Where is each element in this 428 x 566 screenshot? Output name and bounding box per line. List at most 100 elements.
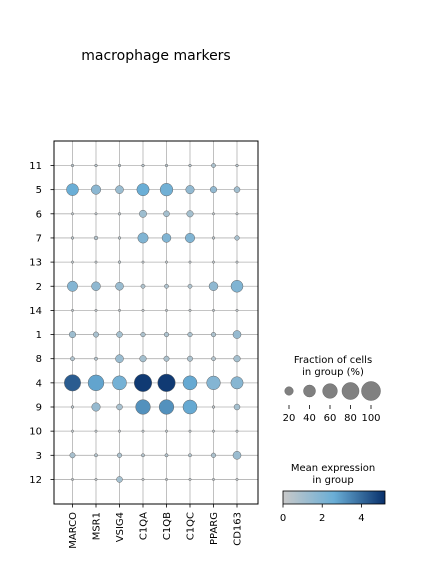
size-legend-label: 80 [344, 413, 357, 424]
dot-1-PPARG [210, 331, 217, 338]
dot-3-VSIG4 [116, 452, 123, 458]
dot-7-C1QB [161, 233, 172, 243]
dot-12-C1QB [165, 478, 168, 481]
dot-14-C1QB [165, 308, 168, 312]
dot-6-VSIG4 [117, 212, 122, 216]
dot-12-CD163 [235, 478, 239, 481]
dot-12-MARCO [71, 478, 74, 481]
dot-11-C1QB [164, 163, 169, 168]
dot-2-VSIG4 [115, 281, 124, 291]
y-axis-group-labels: 11 5 6 7 13 2 14 1 8 4 9 10 3 12 [29, 161, 54, 486]
dot-3-MARCO [69, 452, 76, 459]
dot-7-MARCO [70, 236, 75, 240]
dot-4-PPARG [206, 375, 221, 390]
dot-14-C1QC [188, 308, 192, 312]
dot-14-MARCO [71, 308, 74, 312]
dot-13-MSR1 [94, 260, 98, 264]
dot-8-PPARG [211, 356, 216, 362]
size-legend-dot [341, 382, 360, 400]
dot-11-CD163 [235, 163, 239, 168]
dot-13-MARCO [71, 260, 74, 264]
dot-6-C1QC [186, 210, 194, 218]
dot-2-MARCO [67, 280, 78, 292]
x-tick-label: PPARG [209, 512, 220, 545]
dot-10-VSIG4 [118, 429, 121, 433]
x-tick-label: C1QA [139, 512, 150, 540]
dot-11-VSIG4 [117, 163, 122, 168]
dot-2-C1QA [140, 283, 146, 289]
dot-13-CD163 [235, 260, 239, 264]
dot-6-MARCO [71, 212, 74, 216]
color-legend-title-line1: Mean expression [291, 463, 375, 474]
x-tick-label: CD163 [233, 512, 244, 546]
size-legend-dot [284, 386, 294, 396]
dot-5-MARCO [66, 183, 79, 196]
x-tick-label: C1QB [162, 512, 173, 540]
dot-5-C1QC [185, 185, 195, 195]
dot-7-C1QA [137, 232, 149, 244]
dot-14-MSR1 [94, 308, 98, 312]
dot-4-C1QB [157, 373, 176, 392]
dot-11-MSR1 [94, 163, 98, 168]
y-tick-label: 9 [36, 403, 42, 414]
y-tick-label: 14 [29, 306, 42, 317]
dot-5-C1QA [136, 183, 150, 197]
dot-5-C1QB [159, 183, 174, 197]
dot-1-MSR1 [93, 331, 99, 338]
dot-7-VSIG4 [117, 236, 122, 240]
size-legend-title-line2: in group (%) [302, 367, 364, 378]
size-legend-dot [322, 383, 338, 399]
dot-4-MSR1 [87, 374, 105, 392]
dot-3-PPARG [210, 452, 217, 458]
dot-1-VSIG4 [116, 331, 123, 338]
y-tick-label: 7 [36, 233, 42, 244]
size-legend-title-line1: Fraction of cells [294, 355, 372, 366]
y-tick-label: 4 [36, 378, 42, 389]
dot-3-C1QC [188, 453, 192, 458]
dot-8-C1QC [187, 355, 193, 362]
dot-3-CD163 [232, 451, 242, 460]
dot-9-MSR1 [91, 402, 101, 412]
dot-5-CD163 [233, 186, 241, 193]
dot-2-CD163 [230, 279, 244, 293]
dot-14-VSIG4 [118, 308, 121, 312]
dot-12-MSR1 [94, 478, 98, 481]
dot-9-C1QA [135, 399, 151, 415]
size-legend-dot [303, 384, 316, 398]
dot-10-C1QB [165, 429, 168, 433]
dot-6-MSR1 [94, 212, 98, 216]
dot-2-C1QB [164, 283, 169, 289]
dot-11-C1QC [188, 163, 192, 168]
dot-4-C1QC [182, 375, 198, 391]
dot-12-C1QA [141, 478, 145, 481]
colorbar-tick-label: 4 [358, 513, 364, 524]
dot-matrix [64, 163, 244, 483]
y-tick-label: 8 [36, 354, 42, 365]
dot-12-C1QC [188, 478, 192, 481]
dot-10-PPARG [212, 429, 215, 433]
dot-1-MARCO [68, 331, 77, 339]
dot-1-CD163 [232, 330, 242, 339]
dot-5-VSIG4 [115, 185, 124, 194]
dot-6-C1QB [163, 210, 170, 218]
dot-13-C1QC [188, 260, 192, 264]
dot-4-MARCO [64, 374, 81, 392]
size-legend-label: 40 [303, 413, 316, 424]
dot-9-C1QB [158, 399, 175, 415]
dot-14-PPARG [212, 308, 215, 312]
dot-8-MARCO [70, 356, 75, 362]
dot-7-MSR1 [93, 235, 99, 241]
dot-6-CD163 [235, 212, 239, 216]
size-legend-label: 20 [283, 413, 296, 424]
dot-9-CD163 [233, 403, 241, 411]
dot-2-MSR1 [91, 281, 101, 291]
dot-3-C1QB [164, 453, 169, 458]
dot-1-C1QB [163, 331, 170, 338]
dot-12-VSIG4 [116, 476, 123, 483]
y-tick-label: 2 [36, 282, 42, 293]
y-tick-label: 5 [36, 185, 42, 196]
y-tick-label: 1 [36, 330, 42, 341]
colorbar-tick-label: 0 [280, 513, 286, 524]
dot-7-CD163 [234, 235, 240, 241]
y-tick-label: 3 [36, 451, 42, 462]
